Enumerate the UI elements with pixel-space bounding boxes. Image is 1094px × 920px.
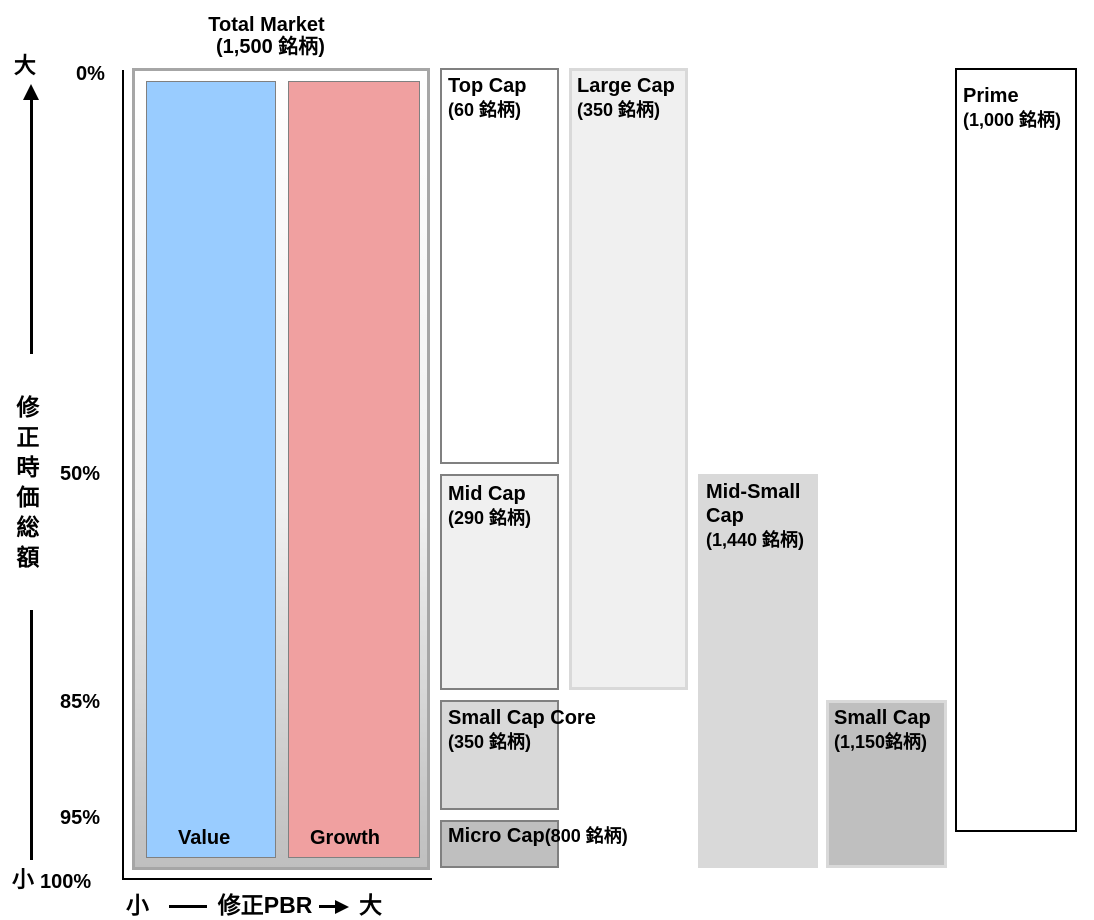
prime-count: (1,000 銘柄) <box>963 110 1062 130</box>
mid-small-cap-box <box>698 474 818 868</box>
y-axis-label-char: 時 <box>16 454 40 480</box>
y-tick-50: 50% <box>60 463 101 485</box>
y-tick-95: 95% <box>60 807 101 829</box>
x-axis-label: 小 修正PBR 大 <box>126 892 382 918</box>
mid-small-cap-label: Mid-Small Cap (1,440 銘柄) <box>706 480 804 552</box>
small-cap-core-name: Small Cap Core <box>448 707 596 729</box>
mid-cap-name: Mid Cap <box>448 483 526 505</box>
top-cap-box <box>440 68 559 464</box>
y-tick-0: 0% <box>76 63 105 85</box>
total-market-title: Total Market (1,500 銘柄) <box>208 14 325 58</box>
small-cap-core-count: (350 銘柄) <box>448 732 532 752</box>
small-cap-label: Small Cap (1,150銘柄) <box>834 706 931 754</box>
top-cap-count: (60 銘柄) <box>448 100 522 120</box>
top-cap-label: Top Cap (60 銘柄) <box>448 74 527 122</box>
x-axis-right-marker: 大 <box>359 892 383 918</box>
plot-bottom-axis <box>122 878 432 880</box>
y-tick-85: 85% <box>60 691 101 713</box>
small-cap-count: (1,150銘柄) <box>834 732 928 752</box>
y-axis-top-marker: 大 <box>14 53 37 78</box>
small-cap-core-box <box>440 700 559 810</box>
plot-left-axis <box>122 70 124 880</box>
y-axis-label-char: 正 <box>16 424 40 450</box>
small-cap-core-label: Small Cap Core (350 銘柄) <box>448 706 596 754</box>
micro-cap-label: Micro Cap(800 銘柄) <box>448 824 628 848</box>
growth-bar <box>288 81 420 858</box>
arrow-up-icon <box>23 84 39 100</box>
y-axis-label-char: 価 <box>16 484 40 510</box>
mid-small-cap-count: (1,440 銘柄) <box>706 530 805 550</box>
x-axis-left-marker: 小 <box>126 892 149 918</box>
top-cap-name: Top Cap <box>448 75 527 97</box>
micro-cap-box <box>440 820 559 868</box>
mid-small-cap-line2: Cap <box>706 505 744 527</box>
prime-box <box>955 68 1077 832</box>
mid-cap-box <box>440 474 559 690</box>
large-cap-name: Large Cap <box>577 75 675 97</box>
value-label: Value <box>178 827 231 849</box>
mid-cap-count: (290 銘柄) <box>448 508 532 528</box>
small-cap-box <box>826 700 947 868</box>
x-axis-title: 修正PBR <box>217 892 313 918</box>
prime-name: Prime <box>963 85 1019 107</box>
y-axis-label-char: 修 <box>16 394 40 420</box>
mid-cap-label: Mid Cap (290 銘柄) <box>448 482 531 530</box>
y-axis-arrow-up <box>30 96 33 354</box>
y-axis-line-lower <box>30 610 33 860</box>
growth-label: Growth <box>310 827 380 849</box>
value-bar <box>146 81 276 858</box>
large-cap-label: Large Cap (350 銘柄) <box>577 74 675 122</box>
y-axis-label-char: 額 <box>16 544 40 570</box>
x-axis-dash <box>169 905 208 909</box>
micro-cap-count: (800 銘柄) <box>544 826 628 846</box>
micro-cap-name: Micro Cap <box>448 825 545 847</box>
large-cap-count: (350 銘柄) <box>577 100 661 120</box>
y-axis-label-char: 総 <box>16 514 40 540</box>
total-market-name: Total Market <box>208 14 325 36</box>
y-axis-bottom-marker: 小 <box>12 867 35 892</box>
mid-small-cap-line1: Mid-Small <box>706 481 801 503</box>
prime-label: Prime (1,000 銘柄) <box>963 84 1061 132</box>
total-market-count: (1,500 銘柄) <box>216 36 325 58</box>
arrow-right-icon <box>318 899 349 914</box>
small-cap-name: Small Cap <box>834 707 931 729</box>
large-cap-box <box>569 68 688 690</box>
y-axis-label: 修 正 時 価 総 額 <box>12 392 44 572</box>
y-tick-100: 100% <box>40 871 92 893</box>
